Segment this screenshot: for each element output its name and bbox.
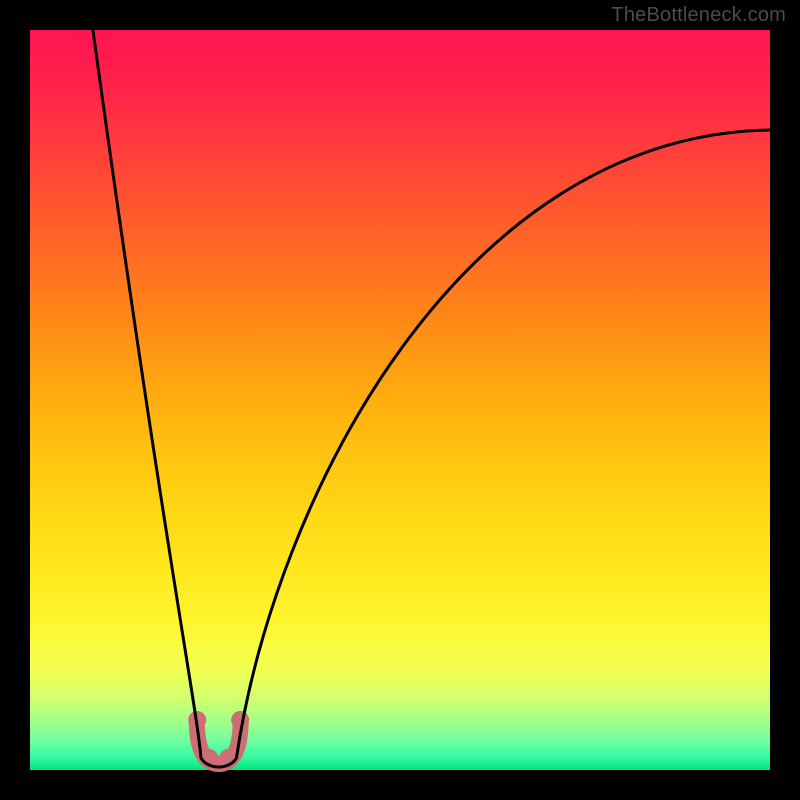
bottleneck-curve [93, 30, 770, 767]
chart-stage: TheBottleneck.com [0, 0, 800, 800]
chart-overlay-svg [0, 0, 800, 800]
watermark-label: TheBottleneck.com [611, 4, 786, 27]
valley-dot [231, 711, 249, 729]
